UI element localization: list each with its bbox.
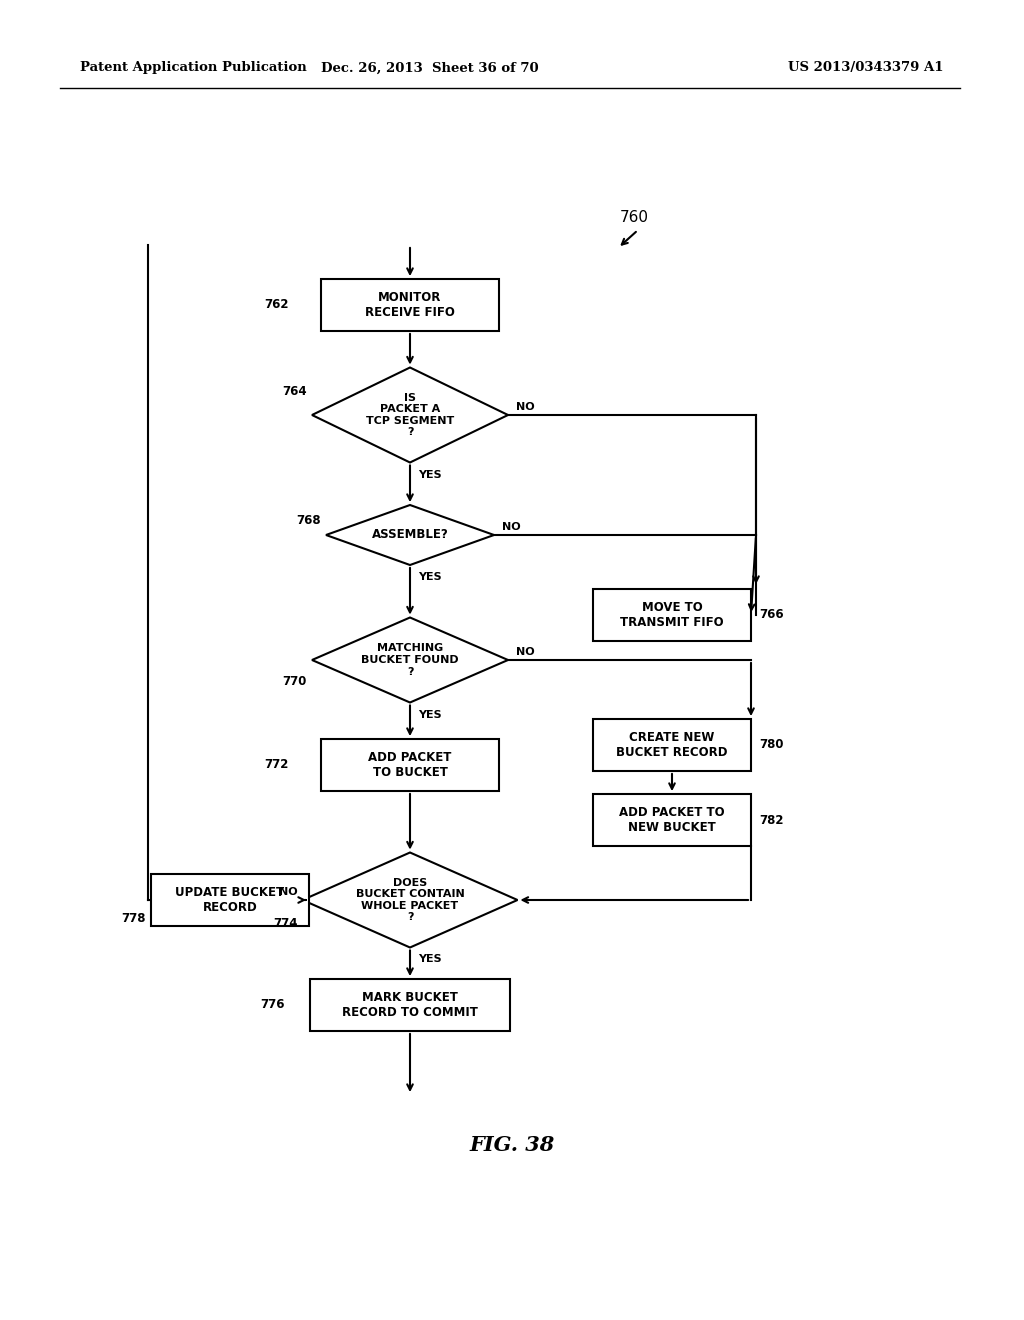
Text: US 2013/0343379 A1: US 2013/0343379 A1 xyxy=(788,62,944,74)
Text: 772: 772 xyxy=(264,759,289,771)
Text: 776: 776 xyxy=(260,998,285,1011)
Text: 782: 782 xyxy=(759,813,783,826)
Text: 768: 768 xyxy=(296,513,321,527)
Bar xyxy=(321,279,499,331)
Bar xyxy=(593,589,751,642)
Text: Dec. 26, 2013  Sheet 36 of 70: Dec. 26, 2013 Sheet 36 of 70 xyxy=(322,62,539,74)
Text: FIG. 38: FIG. 38 xyxy=(469,1135,555,1155)
Text: YES: YES xyxy=(418,572,441,582)
Text: MOVE TO
TRANSMIT FIFO: MOVE TO TRANSMIT FIFO xyxy=(621,601,724,630)
Polygon shape xyxy=(312,618,508,702)
Text: 780: 780 xyxy=(759,738,783,751)
Text: 778: 778 xyxy=(122,912,146,924)
Text: ASSEMBLE?: ASSEMBLE? xyxy=(372,528,449,541)
Text: CREATE NEW
BUCKET RECORD: CREATE NEW BUCKET RECORD xyxy=(616,731,728,759)
Polygon shape xyxy=(302,853,517,948)
Text: MATCHING
BUCKET FOUND
?: MATCHING BUCKET FOUND ? xyxy=(361,643,459,677)
Text: 760: 760 xyxy=(620,210,649,226)
Text: 774: 774 xyxy=(273,917,298,931)
Text: IS
PACKET A
TCP SEGMENT
?: IS PACKET A TCP SEGMENT ? xyxy=(366,392,454,437)
Text: NO: NO xyxy=(279,887,298,898)
Text: NO: NO xyxy=(516,647,535,657)
Text: MONITOR
RECEIVE FIFO: MONITOR RECEIVE FIFO xyxy=(366,290,455,319)
Text: 762: 762 xyxy=(264,298,289,312)
Bar xyxy=(151,874,309,927)
Bar xyxy=(593,719,751,771)
Bar xyxy=(310,979,510,1031)
Text: ADD PACKET TO
NEW BUCKET: ADD PACKET TO NEW BUCKET xyxy=(620,807,725,834)
Text: Patent Application Publication: Patent Application Publication xyxy=(80,62,307,74)
Text: 764: 764 xyxy=(283,384,307,397)
Bar xyxy=(593,795,751,846)
Text: 770: 770 xyxy=(283,675,307,688)
Text: YES: YES xyxy=(418,470,441,479)
Polygon shape xyxy=(312,367,508,462)
Text: MARK BUCKET
RECORD TO COMMIT: MARK BUCKET RECORD TO COMMIT xyxy=(342,991,478,1019)
Text: ADD PACKET
TO BUCKET: ADD PACKET TO BUCKET xyxy=(369,751,452,779)
Polygon shape xyxy=(326,506,494,565)
Text: 766: 766 xyxy=(759,609,783,622)
Text: NO: NO xyxy=(516,403,535,412)
Text: YES: YES xyxy=(418,710,441,719)
Bar xyxy=(321,739,499,791)
Text: YES: YES xyxy=(418,954,441,965)
Text: UPDATE BUCKET
RECORD: UPDATE BUCKET RECORD xyxy=(175,886,285,913)
Text: DOES
BUCKET CONTAIN
WHOLE PACKET
?: DOES BUCKET CONTAIN WHOLE PACKET ? xyxy=(355,878,464,923)
Text: NO: NO xyxy=(502,521,520,532)
